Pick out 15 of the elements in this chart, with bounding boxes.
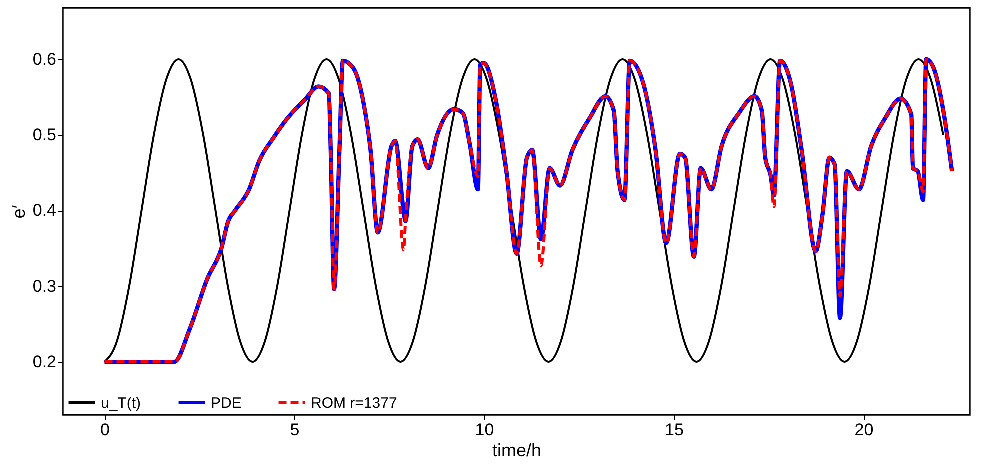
x-tick-label: 15 — [665, 420, 684, 440]
x-tick-label: 5 — [290, 420, 300, 440]
x-tick-label: 0 — [100, 420, 110, 440]
y-tick-label: 0.5 — [32, 126, 56, 145]
y-tick-label: 0.4 — [32, 201, 56, 220]
legend-label: ROM r=1377 — [311, 395, 398, 412]
legend-label: PDE — [211, 395, 242, 412]
y-axis-title: e′ — [8, 204, 29, 219]
y-tick-label: 0.6 — [32, 50, 56, 69]
x-tick-label: 20 — [854, 420, 874, 440]
x-axis-title: time/h — [492, 440, 542, 460]
y-tick-label: 0.3 — [32, 276, 56, 296]
x-tick-label: 10 — [475, 420, 494, 440]
legend-label: u_T(t) — [101, 395, 142, 412]
y-tick-label: 0.2 — [32, 352, 56, 372]
